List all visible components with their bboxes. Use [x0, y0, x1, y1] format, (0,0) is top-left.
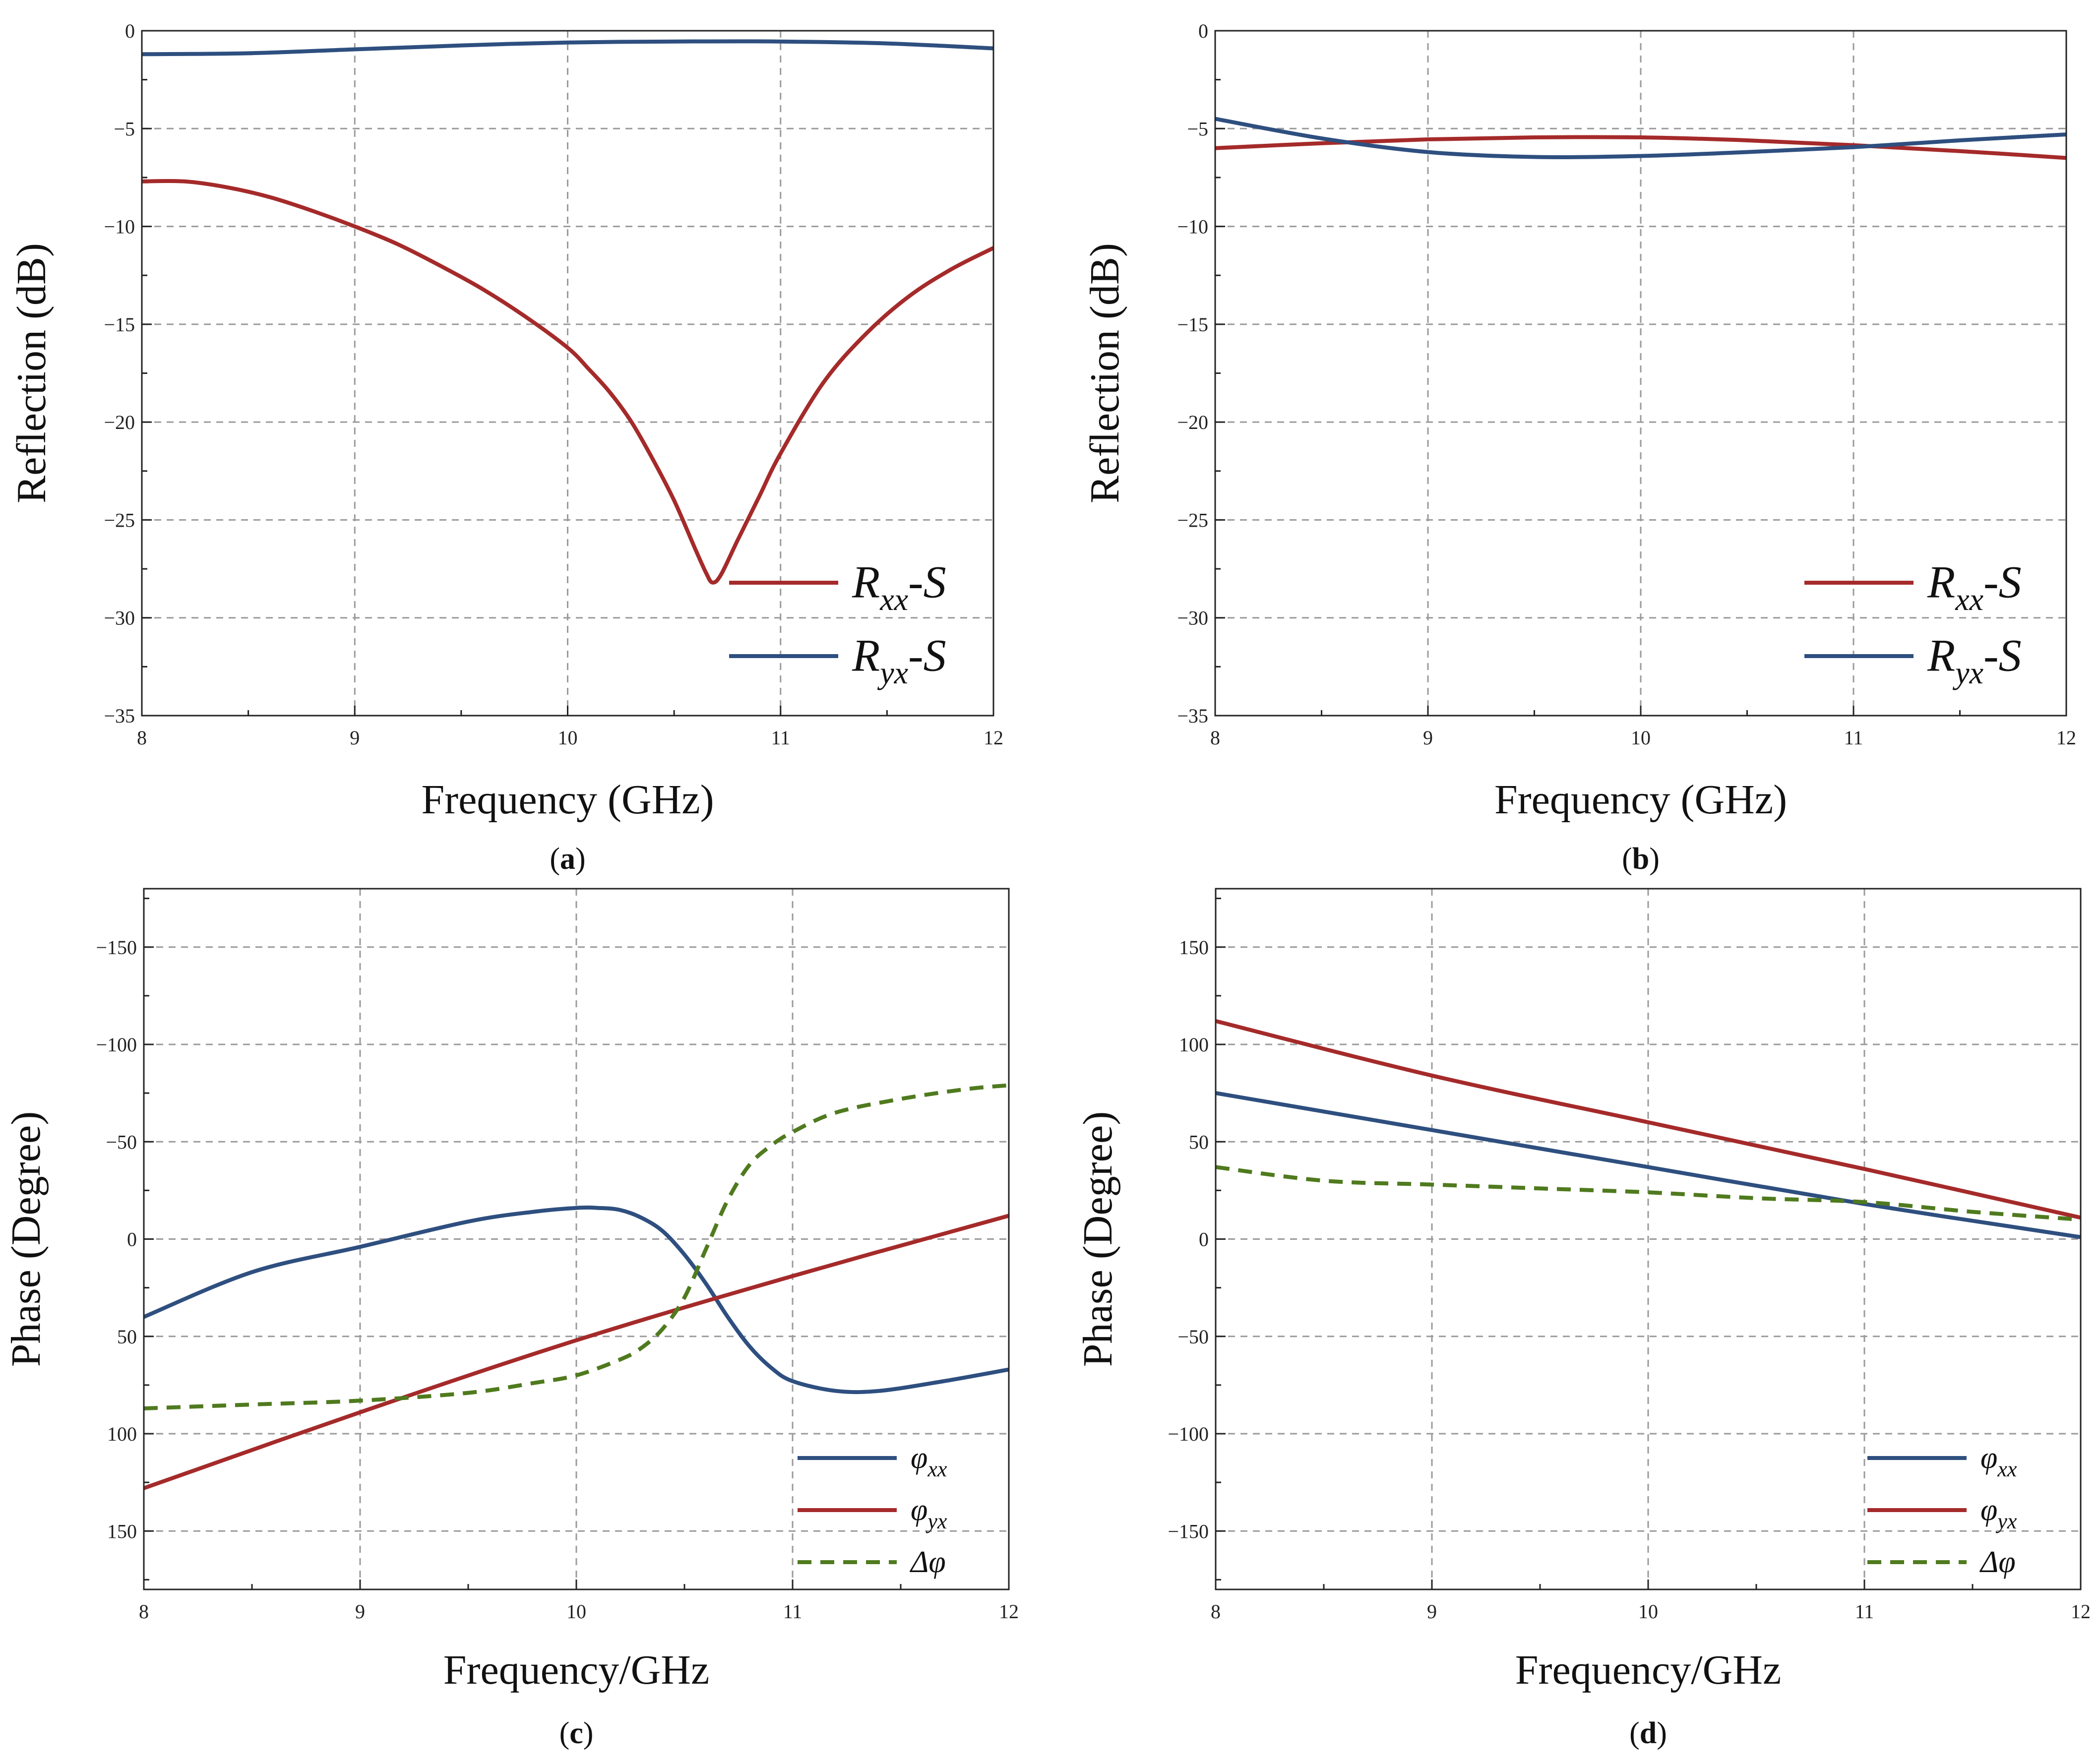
legend-label: φyx [1980, 1493, 2017, 1533]
y-tick-label: −20 [1177, 411, 1208, 433]
x-tick-label: 11 [1844, 727, 1863, 749]
plot-frame [1214, 30, 2067, 717]
series-line-φyx [1216, 1019, 2081, 1220]
x-tick-label: 9 [355, 1600, 365, 1623]
x-tick-label: 11 [783, 1600, 803, 1623]
x-tick-label: 12 [984, 727, 1003, 749]
legend-label: Δφ [1979, 1545, 2016, 1579]
series-line-Ryx [1215, 117, 2066, 159]
legend-label: φxx [911, 1441, 947, 1481]
x-tick-label: 8 [139, 1600, 149, 1623]
x-tick-label: 8 [1210, 727, 1220, 749]
plot-frame [143, 888, 1010, 1590]
panel-d: 8 9 10 11 12 150 100 50 0 −50 −100 −150 φxx φyx Δφ Freq… [1075, 888, 2091, 1750]
x-tick-label: 12 [999, 1600, 1019, 1623]
legend-label: Rxx-S [1927, 556, 2022, 617]
y-tick-label: −100 [96, 1034, 137, 1056]
series-line-Rxx [142, 179, 993, 585]
y-tick-label: −15 [104, 313, 135, 336]
series-line-φxx [144, 1205, 1009, 1395]
y-tick-label: 100 [1179, 1034, 1209, 1056]
y-tick-label: −30 [1177, 607, 1208, 629]
x-axis-title: Frequency/GHz [1515, 1647, 1781, 1693]
y-tick-label: 0 [1199, 1228, 1209, 1251]
panel-c: 8 9 10 11 12 −150 −100 −50 0 50 100 150 φxx φyx Δφ Freq… [3, 888, 1019, 1750]
series-line-Ryx [142, 39, 993, 57]
y-tick-label: −35 [1177, 705, 1208, 727]
y-tick-label: −50 [1177, 1326, 1209, 1348]
x-tick-label: 12 [2071, 1600, 2091, 1623]
y-tick-label: −10 [1177, 216, 1208, 238]
series-line-Δφ [1216, 1165, 2081, 1222]
panel-a: 8 9 10 11 12 0 −5 −10 −15 −20 −25 −30 −35 Rxx-S Ryx-S F… [8, 20, 1003, 876]
y-tick-label: 0 [127, 1228, 137, 1251]
x-axis-title: Frequency (GHz) [1494, 777, 1787, 823]
x-tick-label: 10 [566, 1600, 586, 1623]
y-tick-label: −5 [1187, 118, 1208, 140]
legend-label: φxx [1980, 1441, 2017, 1481]
x-tick-label: 12 [2056, 727, 2076, 749]
x-axis-title: Frequency/GHz [443, 1647, 709, 1693]
y-tick-label: −15 [1177, 313, 1208, 336]
x-tick-label: 11 [1855, 1600, 1874, 1623]
y-tick-label: −100 [1168, 1423, 1209, 1445]
series-line-φyx [144, 1214, 1009, 1490]
plot-frame [1215, 888, 2082, 1590]
y-axis-title: Reflection (dB) [1082, 243, 1128, 503]
y-tick-label: −25 [1177, 509, 1208, 531]
x-axis-title: Frequency (GHz) [421, 777, 714, 823]
legend-label: Rxx-S [852, 556, 946, 617]
y-tick-label: −5 [114, 118, 135, 140]
x-tick-label: 9 [1427, 1600, 1437, 1623]
x-tick-label: 9 [1423, 727, 1433, 749]
y-tick-label: −30 [104, 607, 135, 629]
panel-label: (a) [550, 842, 585, 876]
panel-b: 8 9 10 11 12 0 −5 −10 −15 −20 −25 −30 −35 Rxx-S Ryx-S F… [1082, 20, 2076, 876]
legend-label: Ryx-S [852, 630, 946, 690]
y-axis-title: Phase (Degree) [3, 1111, 49, 1367]
x-tick-label: 8 [137, 727, 147, 749]
legend-label: Δφ [909, 1545, 946, 1579]
y-axis-title: Reflection (dB) [8, 243, 55, 503]
y-tick-label: −150 [1168, 1520, 1209, 1542]
y-tick-label: −150 [96, 936, 137, 959]
x-tick-label: 10 [1631, 727, 1651, 749]
panel-label: (d) [1629, 1716, 1667, 1750]
x-tick-label: 10 [1638, 1600, 1658, 1623]
legend-label: φyx [911, 1493, 947, 1533]
y-tick-label: −25 [104, 509, 135, 531]
y-tick-label: 150 [1179, 936, 1209, 959]
x-tick-label: 8 [1211, 1600, 1221, 1623]
y-tick-label: 50 [1189, 1131, 1209, 1153]
y-tick-label: 150 [107, 1520, 137, 1542]
y-tick-label: 0 [1198, 20, 1208, 42]
y-tick-label: −20 [104, 411, 135, 433]
x-tick-label: 9 [350, 727, 360, 749]
y-tick-label: −35 [104, 705, 135, 727]
x-tick-label: 10 [558, 727, 578, 749]
y-tick-label: −10 [104, 216, 135, 238]
plot-frame [141, 30, 994, 717]
panel-label: (b) [1622, 842, 1660, 876]
series-line-φxx [1216, 1091, 2081, 1239]
panel-label: (c) [559, 1716, 594, 1750]
y-tick-label: 0 [125, 20, 135, 42]
x-tick-label: 11 [771, 727, 790, 749]
y-axis-title: Phase (Degree) [1075, 1111, 1121, 1367]
y-tick-label: −50 [106, 1131, 137, 1153]
legend-label: Ryx-S [1927, 630, 2022, 690]
y-tick-label: 50 [117, 1326, 137, 1348]
y-tick-label: 100 [107, 1423, 137, 1445]
series-line-Δφ [144, 1083, 1009, 1410]
